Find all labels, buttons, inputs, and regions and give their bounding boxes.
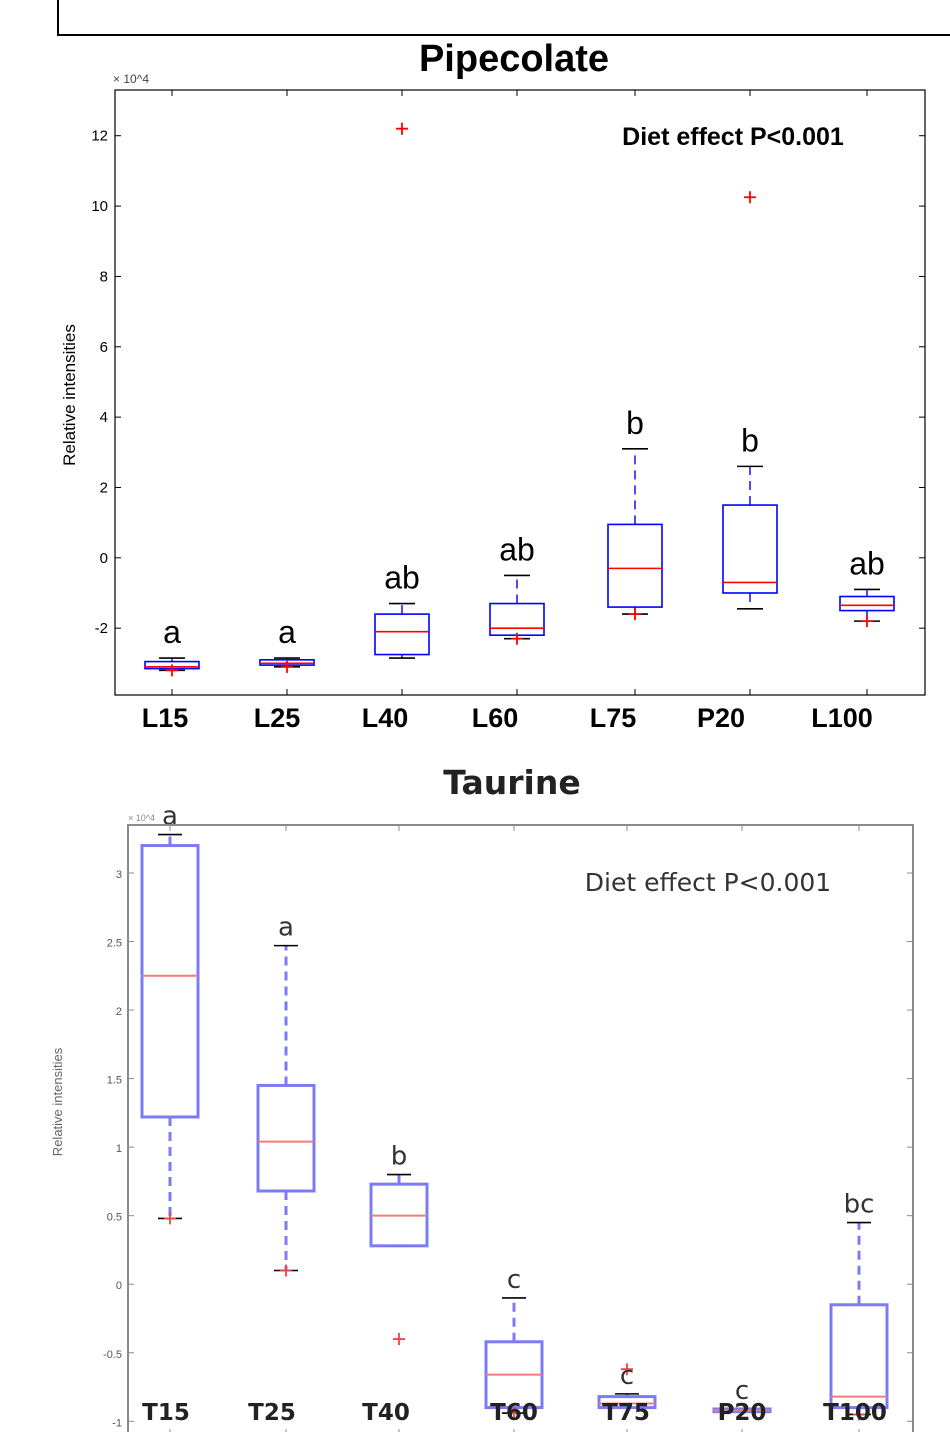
category-label: L75 (590, 703, 637, 733)
y-tick-label: 8 (100, 268, 108, 285)
outlier-marker (853, 1408, 865, 1421)
box (829, 1303, 889, 1410)
group-letter: c (620, 1361, 634, 1391)
box (607, 523, 663, 608)
category-label: T60 (490, 1400, 538, 1426)
group-letter: ab (499, 531, 535, 567)
outlier-marker (629, 608, 641, 621)
plot-area: -2 0 2 4 6 8 10 12 a L15 a L25 ab L40 ab L60 b L75 b P20 ab L… (91, 90, 925, 733)
y-exponent-label: × 10^4 (113, 72, 149, 86)
group-letter: c (507, 1265, 521, 1295)
group-letter: ab (384, 560, 420, 596)
y-axis-label: Relative intensities (50, 1047, 65, 1156)
outlier-marker (393, 1333, 405, 1346)
y-tick-label: 12 (91, 128, 108, 145)
box (256, 1083, 316, 1193)
group-letter: c (735, 1376, 749, 1406)
y-tick-label: 2.5 (107, 938, 122, 950)
y-tick-label: -2 (95, 620, 108, 637)
y-tick-label: 0 (100, 550, 108, 567)
group-letter: b (626, 405, 644, 441)
outlier-marker (280, 1264, 292, 1277)
y-tick-label: 6 (100, 339, 108, 356)
outlier-marker (164, 1212, 176, 1225)
y-tick-label: -0.5 (103, 1349, 122, 1361)
outlier-marker (744, 191, 756, 204)
category-label: T75 (602, 1400, 650, 1426)
group-letter: a (278, 913, 294, 943)
y-tick-label: 0.5 (107, 1212, 122, 1224)
plot-area: -1 -0.5 0 0.5 1 1.5 2 2.5 3 a T15 a T25 b T40 c T60 c T75 c… (103, 802, 913, 1432)
category-label: P20 (697, 703, 745, 733)
category-label: L40 (362, 703, 409, 733)
axes-frame (114, 89, 926, 696)
group-letter: b (391, 1142, 408, 1172)
y-tick-label: 2 (116, 1006, 122, 1018)
outlier-marker (396, 122, 408, 135)
box (597, 1395, 657, 1410)
chart-title: Pipecolate (419, 38, 609, 80)
group-letter: b (741, 422, 759, 458)
top-caption-frame (57, 0, 950, 36)
box (722, 504, 778, 594)
axes-frame (127, 824, 914, 1432)
y-tick-label: 2 (100, 479, 108, 496)
group-letter: bc (844, 1190, 875, 1220)
group-letter: a (163, 614, 181, 650)
box (489, 602, 545, 637)
taurine-chart: Taurine × 10^4 Relative intensities -1 -0… (50, 763, 914, 1432)
y-tick-label: 1 (116, 1143, 122, 1155)
outlier-marker (511, 632, 523, 645)
pipecolate-chart: Pipecolate × 10^4 Relative intensities -… (60, 38, 926, 733)
category-label: L60 (472, 703, 519, 733)
y-tick-label: 0 (116, 1280, 122, 1292)
y-tick-label: 10 (91, 198, 108, 215)
outlier-marker (861, 615, 873, 628)
group-letter: ab (849, 545, 885, 581)
y-tick-label: 4 (100, 409, 108, 426)
chart-title: Taurine (443, 763, 580, 802)
outlier-marker (166, 664, 178, 677)
y-exponent-label: × 10^4 (128, 813, 155, 823)
box (140, 844, 200, 1119)
outlier-marker (281, 660, 293, 673)
category-label: L100 (811, 703, 873, 733)
y-tick-label: -1 (112, 1417, 122, 1429)
group-letter: a (278, 614, 296, 650)
category-label: T15 (142, 1400, 190, 1426)
y-tick-label: 1.5 (107, 1075, 122, 1087)
box (839, 595, 895, 612)
category-label: L25 (254, 703, 301, 733)
diet-effect-annotation: Diet effect P<0.001 (585, 868, 831, 897)
category-label: T25 (248, 1400, 296, 1426)
category-label: T40 (362, 1400, 410, 1426)
y-tick-label: 3 (116, 869, 122, 881)
outlier-marker (508, 1407, 520, 1420)
category-label: P20 (718, 1400, 767, 1426)
category-label: L15 (142, 703, 189, 733)
y-axis-label: Relative intensities (60, 324, 79, 466)
category-label: T100 (823, 1400, 887, 1426)
box (374, 613, 430, 656)
group-letter: a (162, 802, 178, 832)
outlier-marker (621, 1363, 633, 1376)
diet-effect-annotation: Diet effect P<0.001 (622, 123, 844, 151)
